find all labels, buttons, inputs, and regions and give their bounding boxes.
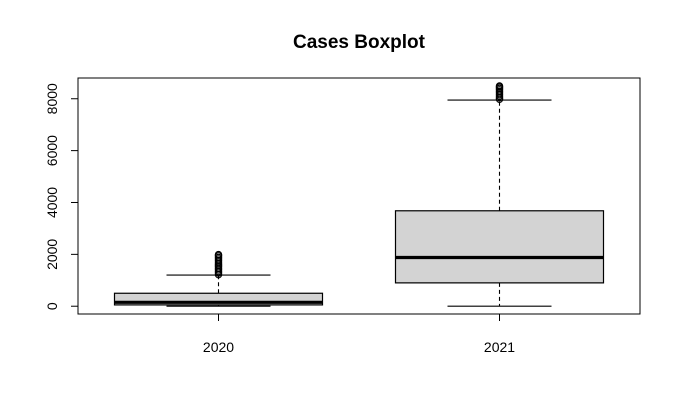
box-series	[113, 82, 605, 307]
box-group-2021	[394, 82, 605, 307]
y-tick-label: 0	[44, 302, 60, 310]
y-tick-label: 8000	[44, 83, 60, 114]
y-tick-label: 6000	[44, 135, 60, 166]
outlier-point	[495, 82, 504, 90]
box-group-2020	[113, 250, 324, 307]
y-axis: 0 2000 4000 6000 8000	[44, 83, 79, 310]
x-tick-label: 2021	[484, 339, 515, 355]
outlier-point	[214, 250, 223, 259]
y-tick-label: 4000	[44, 187, 60, 218]
iqr-box	[394, 210, 605, 284]
y-tick-label: 2000	[44, 239, 60, 270]
x-axis: 2020 2021	[203, 313, 515, 355]
x-tick-label: 2020	[203, 339, 234, 355]
iqr-box	[113, 292, 324, 306]
chart-title: Cases Boxplot	[293, 32, 426, 53]
